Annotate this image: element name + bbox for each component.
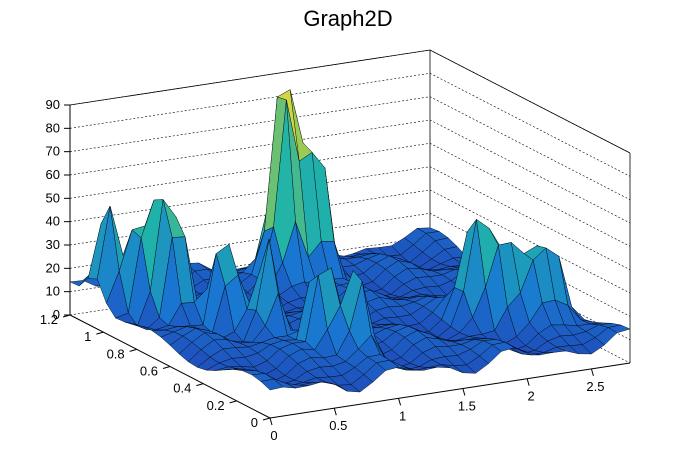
- z-tick-label: 10: [46, 284, 60, 299]
- x-tick-label: 2: [528, 389, 535, 404]
- y-tick-label: 1: [84, 329, 91, 344]
- surface-mesh: [69, 89, 631, 393]
- x-tick-label: 2.5: [586, 379, 604, 394]
- z-tick-label: 70: [46, 144, 60, 159]
- y-tick-label: 1.2: [40, 312, 58, 327]
- y-tick: [129, 348, 137, 352]
- z-tick-label: 80: [46, 120, 60, 135]
- x-tick: [526, 378, 530, 386]
- z-tick-label: 40: [46, 214, 60, 229]
- y-tick: [96, 331, 104, 335]
- x-tick: [398, 398, 402, 406]
- y-tick-label: 0.6: [140, 364, 158, 379]
- z-tick-label: 0: [53, 307, 60, 322]
- y-tick-label: 0: [251, 415, 258, 430]
- x-tick-label: 0.5: [329, 418, 347, 433]
- y-tick-label: 0.2: [207, 398, 225, 413]
- y-tick: [62, 314, 71, 318]
- z-tick-label: 30: [46, 237, 60, 252]
- y-tick: [229, 400, 237, 404]
- z-tick-label: 50: [46, 190, 60, 205]
- surface-cell: [260, 378, 284, 391]
- x-tick: [269, 417, 273, 426]
- z-grid-line: [69, 49, 631, 154]
- x-tick: [333, 408, 337, 416]
- x-tick: [462, 388, 466, 396]
- z-tick-label: 90: [46, 97, 60, 112]
- z-grid-line: [69, 72, 631, 177]
- x-tick-label: 1.5: [458, 399, 476, 414]
- z-tick-label: 20: [46, 260, 60, 275]
- y-tick-label: 0.8: [107, 346, 125, 361]
- x-tick: [590, 368, 594, 377]
- axes: [62, 104, 631, 426]
- y-tick-label: 0.4: [173, 381, 191, 396]
- box-top-edge: [69, 49, 631, 154]
- x-axis-line: [269, 362, 631, 419]
- x-tick-label: 1: [399, 408, 406, 423]
- x-tick-label: 0: [270, 428, 277, 443]
- y-tick: [162, 366, 171, 369]
- chart-title: Graph2D: [303, 6, 393, 31]
- y-tick: [196, 383, 204, 387]
- z-grid-line: [69, 96, 631, 200]
- z-tick-label: 60: [46, 167, 60, 182]
- y-tick: [262, 417, 271, 421]
